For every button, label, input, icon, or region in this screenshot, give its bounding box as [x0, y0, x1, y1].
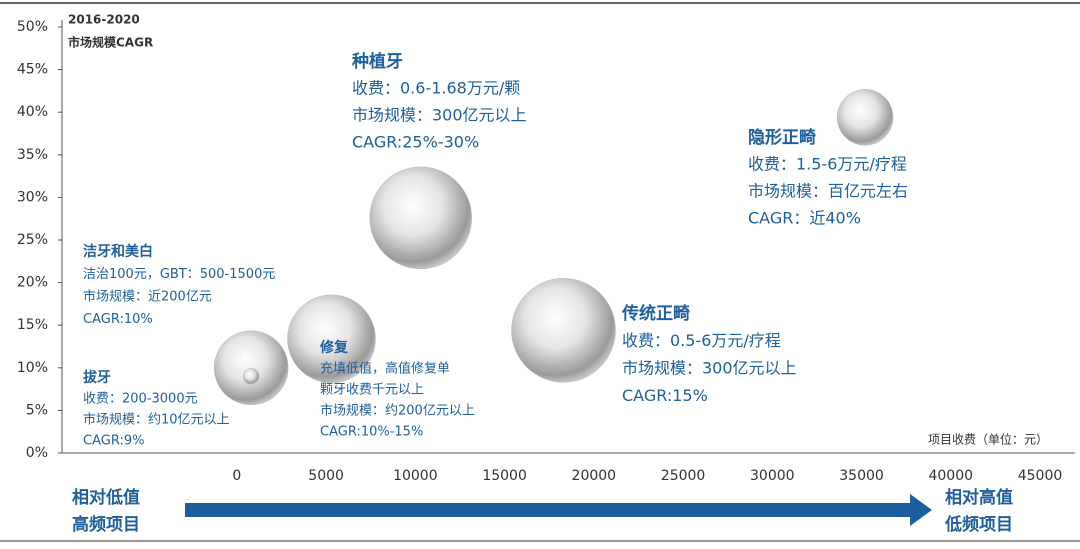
annotation-line: 市场规模：近200亿元: [83, 289, 212, 305]
annotation-title: 种植牙: [351, 51, 403, 72]
y-tick-label: 5%: [26, 402, 48, 418]
annotation-title: 隐形正畸: [748, 127, 816, 148]
annotation-line: 颗牙收费千元以上: [320, 383, 424, 398]
x-tick-label: 0: [232, 468, 241, 484]
annotation-line: CAGR:25%-30%: [352, 133, 479, 152]
annotation-line: CAGR:10%-15%: [320, 425, 423, 440]
x-tick-label: 35000: [839, 468, 884, 484]
annotation-line: 市场规模：约10亿元以上: [83, 412, 230, 428]
annotation-title: 洁牙和美白: [83, 243, 153, 260]
annotation-line: 市场规模：约200亿元以上: [320, 403, 475, 419]
x-tick-label: 40000: [928, 468, 973, 484]
arrow-head: [910, 494, 932, 526]
x-axis-label: 项目收费（单位：元）: [928, 432, 1048, 447]
arrow-label: 相对高值: [945, 487, 1013, 508]
y-tick-label: 30%: [17, 189, 48, 205]
arrow-label: 低频项目: [944, 514, 1013, 535]
x-tick-label: 45000: [1018, 468, 1063, 484]
y-tick-label: 35%: [17, 147, 48, 163]
y-tick-label: 0%: [26, 445, 48, 461]
bubble: [213, 330, 289, 406]
annotation-line: 收费：0.6-1.68万元/颗: [352, 79, 520, 98]
annotation-line: 洁治100元，GBT：500-1500元: [83, 267, 275, 282]
y-tick-label: 15%: [17, 317, 48, 333]
annotation-line: 充填低值，高值修复单: [320, 361, 450, 377]
y-tick-label: 40%: [17, 104, 48, 120]
annotation-line: 市场规模：300亿元以上: [352, 106, 527, 125]
arrow-label: 相对低值: [72, 487, 140, 508]
y-tick-label: 20%: [17, 275, 48, 291]
y-tick-label: 45%: [17, 62, 48, 78]
x-tick-label: 10000: [393, 468, 438, 484]
x-tick-label: 5000: [308, 468, 344, 484]
bubble: [511, 278, 616, 383]
annotation-line: 市场规模：300亿元以上: [622, 359, 797, 378]
annotation-line: 市场规模：百亿元左右: [748, 182, 908, 201]
annotation-line: CAGR：近40%: [748, 209, 861, 228]
x-tick-label: 15000: [482, 468, 527, 484]
y-axis-label: 2016-2020: [68, 13, 140, 27]
arrow-shaft: [185, 503, 913, 517]
x-tick-label: 20000: [572, 468, 617, 484]
annotation-line: CAGR:15%: [622, 386, 708, 405]
y-tick-label: 50%: [17, 19, 48, 35]
annotation-line: 收费：0.5-6万元/疗程: [622, 331, 781, 350]
bubble: [836, 89, 894, 146]
annotation-title: 修复: [319, 339, 349, 356]
arrow-label: 高频项目: [72, 514, 140, 535]
annotation-line: 收费：1.5-6万元/疗程: [748, 155, 907, 174]
bubble: [369, 166, 472, 270]
annotation-line: CAGR:10%: [83, 312, 153, 327]
y-axis-label: 市场规模CAGR: [68, 35, 153, 50]
annotation-line: 收费：200-3000元: [83, 392, 198, 407]
annotation-title: 传统正畸: [621, 303, 690, 324]
y-tick-label: 10%: [17, 360, 48, 376]
bubble: [287, 294, 376, 384]
x-tick-label: 25000: [661, 468, 706, 484]
x-tick-label: 30000: [750, 468, 795, 484]
annotation-line: CAGR:9%: [83, 434, 144, 449]
annotation-title: 拔牙: [83, 369, 111, 386]
y-tick-label: 25%: [17, 232, 48, 248]
bubble: [242, 368, 260, 385]
